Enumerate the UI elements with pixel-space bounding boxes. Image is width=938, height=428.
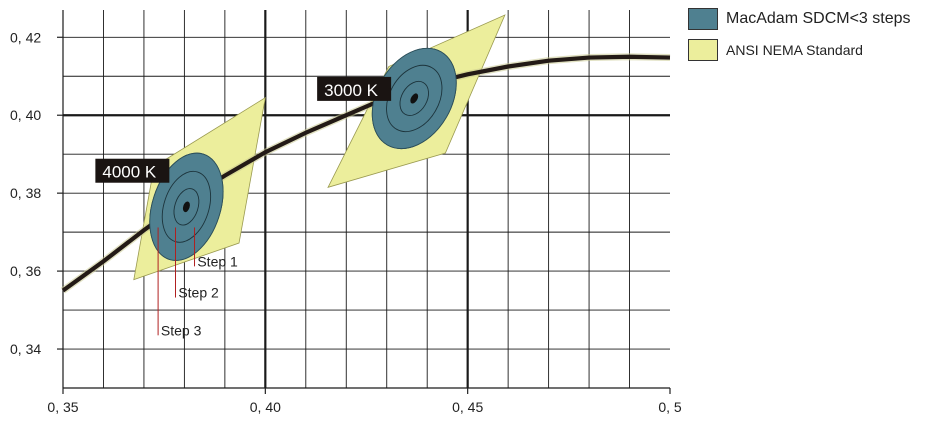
step-label: Step 3 xyxy=(161,322,202,338)
x-tick-label: 0, 35 xyxy=(47,399,78,415)
legend-swatch-ansi xyxy=(688,39,718,61)
macadam-ellipse-middle xyxy=(386,64,443,133)
macadam-ellipse-inner xyxy=(173,188,200,226)
legend-label-macadam: MacAdam SDCM<3 steps xyxy=(726,10,911,27)
temperature-tag-background xyxy=(317,76,392,101)
ellipse-center xyxy=(410,93,419,104)
x-tick-label: 0, 45 xyxy=(452,399,483,415)
legend-label-ansi: ANSI NEMA Standard xyxy=(726,42,863,58)
legend: MacAdam SDCM<3 steps ANSI NEMA Standard xyxy=(688,6,911,68)
macadam-ellipse-inner xyxy=(399,80,429,116)
y-tick-label: 0, 40 xyxy=(10,107,41,123)
y-tick-label: 0, 34 xyxy=(10,341,41,357)
y-tick-label: 0, 42 xyxy=(10,29,41,45)
x-tick-label: 0, 40 xyxy=(250,399,281,415)
y-tick-label: 0, 38 xyxy=(10,185,41,201)
step-label: Step 1 xyxy=(197,253,238,269)
temperature-tag-background xyxy=(95,158,170,183)
temperature-tag-label: 3000 K xyxy=(324,81,379,100)
ellipse-center xyxy=(182,201,190,213)
y-tick-label: 0, 36 xyxy=(10,263,41,279)
legend-swatch-macadam xyxy=(688,8,718,30)
step-label: Step 2 xyxy=(178,285,219,301)
legend-item-macadam: MacAdam SDCM<3 steps xyxy=(688,6,911,32)
grid xyxy=(63,10,670,388)
temperature-tag-label: 4000 K xyxy=(102,163,157,182)
temperature-tag: 4000 K xyxy=(95,158,170,183)
legend-item-ansi: ANSI NEMA Standard xyxy=(688,37,911,63)
temperature-tag: 3000 K xyxy=(317,76,392,101)
x-tick-label: 0, 5 xyxy=(658,399,682,415)
